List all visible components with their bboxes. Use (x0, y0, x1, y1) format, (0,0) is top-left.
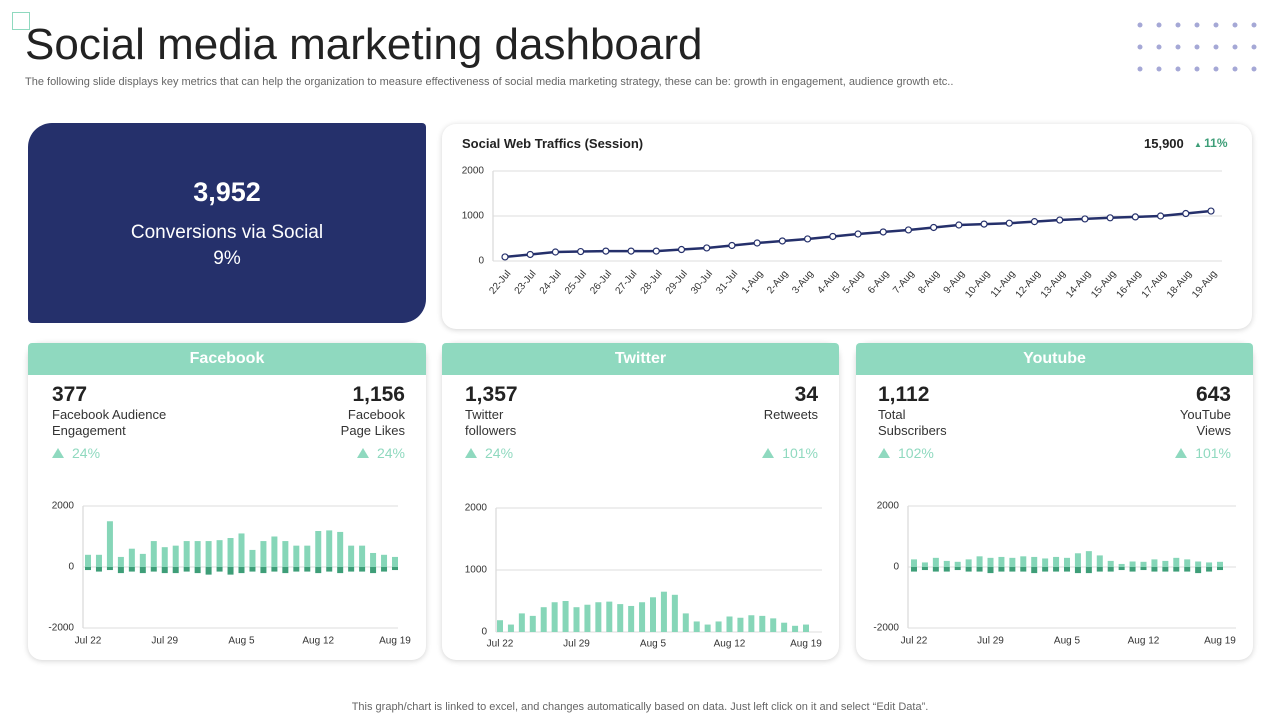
card-header: Twitter (442, 343, 839, 375)
metric-change: 102% (898, 445, 934, 461)
metric-value: 34 (794, 383, 818, 406)
traffic-change-text: 11% (1204, 136, 1228, 150)
page-title: Social media marketing dashboard (25, 20, 703, 69)
highlight-box: 3,952 Conversions via Social 9% (28, 123, 426, 323)
traffic-change: ▲ 11% (1194, 136, 1228, 150)
metric-change: 101% (1195, 445, 1231, 461)
metric-value: 1,156 (352, 383, 405, 406)
metric: 1,357 Twitter followers 24% (465, 383, 615, 461)
highlight-label: Conversions via Social (130, 222, 324, 243)
metric-change: 24% (376, 445, 405, 461)
metric-label: YouTube Views (1179, 407, 1231, 438)
metric: 643 YouTube Views 101% (1081, 383, 1231, 461)
footer: This graph/chart is linked to excel, and… (351, 701, 929, 713)
youtube-card: Youtube 1,112 Total Subscribers 102% 643 Yo… (856, 343, 1253, 660)
metric-change: 24% (72, 445, 101, 461)
metric-change: 101% (782, 445, 818, 461)
metric-label: Facebook Page Likes (340, 407, 405, 438)
dot-deco (1137, 22, 1257, 72)
metric-change: 24% (485, 445, 514, 461)
card-header: Facebook (28, 343, 426, 375)
metric: 1,156 Facebook Page Likes 24% (255, 383, 405, 461)
metric-label: Total Subscribers (878, 407, 947, 438)
metric: 1,112 Total Subscribers 102% (878, 383, 1028, 461)
twitter-card: Twitter 1,357 Twitter followers 24% 34 Retw… (442, 343, 839, 660)
traffic-card: Social Web Traffics (Session) 15,900 ▲ 1… (442, 124, 1252, 329)
metric-label: Twitter followers (465, 407, 517, 438)
facebook-card: Facebook 377 Facebook Audience Engagement… (28, 343, 426, 660)
corner-deco (12, 12, 30, 30)
metric-label: Facebook Audience Engagement (52, 407, 167, 438)
metric-value: 377 (52, 383, 88, 406)
metric-label: Retweets (763, 407, 818, 422)
card-header: Youtube (856, 343, 1253, 375)
metric: 377 Facebook Audience Engagement 24% (52, 383, 202, 461)
metric-value: 643 (1195, 383, 1231, 406)
highlight-value: 3,952 (193, 177, 261, 207)
metric-value: 1,357 (465, 383, 518, 406)
highlight-change: 9% (213, 248, 241, 269)
metric: 34 Retweets 101% (668, 383, 818, 461)
traffic-value: 15,900 (1144, 136, 1184, 151)
subtitle: The following slide displays key metrics… (25, 76, 954, 88)
metric-value: 1,112 (878, 383, 930, 406)
chart-title: Social Web Traffics (Session) (462, 136, 644, 151)
